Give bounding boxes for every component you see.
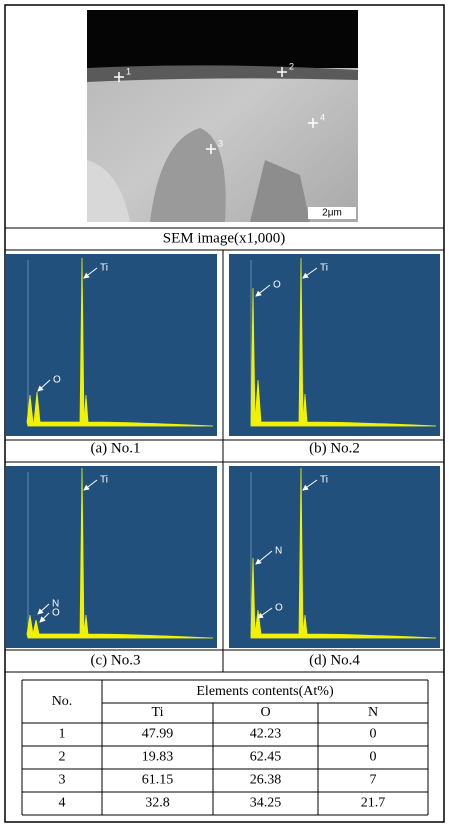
- spectrum-plot: [229, 466, 440, 648]
- peak-arrow: [39, 612, 50, 623]
- peak-label: Ti: [100, 263, 108, 274]
- peak-label: O: [275, 603, 283, 614]
- spectrum-caption: (a) No.1: [91, 440, 141, 456]
- sem-caption: SEM image(x1,000): [163, 230, 285, 246]
- table-subheader: O: [260, 705, 270, 720]
- table-cell: 26.38: [250, 773, 282, 788]
- peak-label: Ti: [320, 263, 328, 274]
- marker-cross: [277, 67, 287, 77]
- marker-label: 1: [126, 66, 131, 76]
- spectrum-trace: [26, 257, 214, 427]
- table-cell: 19.83: [142, 750, 174, 765]
- scale-bar: 2μm: [322, 208, 342, 219]
- table-cell: 7: [370, 773, 377, 788]
- table-cell: 61.15: [142, 773, 174, 788]
- peak-label: O: [273, 280, 281, 291]
- spectrum-trace: [250, 257, 437, 427]
- marker-label: 4: [320, 112, 325, 122]
- peak-label: Ti: [320, 475, 328, 486]
- spectrum-plot: [229, 254, 440, 436]
- table-cell: 42.23: [250, 727, 282, 742]
- peak-arrow: [37, 603, 50, 615]
- outer-border: [4, 4, 445, 823]
- peak-label: O: [53, 375, 61, 386]
- table-cell: 62.45: [250, 750, 282, 765]
- table-cell: 2: [59, 750, 66, 765]
- table-cell: 47.99: [142, 727, 174, 742]
- peak-label: N: [52, 599, 59, 610]
- spectrum-caption: (c) No.3: [91, 652, 141, 668]
- table-header: Elements contents(At%): [196, 684, 334, 699]
- spectrum-plot: [6, 466, 217, 648]
- table-cell: 1: [59, 727, 66, 742]
- peak-arrow: [83, 267, 98, 279]
- spectrum-plot: [6, 254, 217, 436]
- table-cell: 4: [59, 796, 66, 811]
- peak-arrow: [302, 267, 318, 279]
- marker-label: 2: [289, 61, 294, 71]
- spectrum-caption: (d) No.4: [309, 652, 360, 668]
- peak-arrow: [302, 479, 318, 491]
- marker-cross: [114, 72, 124, 82]
- peak-arrow: [37, 379, 51, 392]
- peak-arrow: [255, 284, 271, 297]
- spectrum-caption: (b) No.2: [309, 440, 360, 456]
- sem-image: [87, 10, 358, 222]
- table-subheader: Ti: [152, 705, 164, 720]
- peak-label: Ti: [100, 475, 108, 486]
- table-cell: 0: [370, 750, 377, 765]
- marker-label: 3: [218, 138, 223, 148]
- table-cell: 21.7: [361, 796, 386, 811]
- marker-cross: [308, 118, 318, 128]
- peak-arrow: [255, 550, 273, 565]
- peak-label: O: [52, 608, 60, 619]
- table-subheader: N: [368, 705, 378, 720]
- marker-cross: [206, 144, 216, 154]
- table-cell: 32.8: [145, 796, 170, 811]
- peak-label: N: [275, 546, 282, 557]
- table-cell: 34.25: [250, 796, 282, 811]
- spectrum-trace: [26, 467, 214, 639]
- peak-arrow: [83, 479, 98, 491]
- table-cell: 3: [59, 773, 66, 788]
- table-header: No.: [52, 694, 73, 709]
- table-cell: 0: [370, 727, 377, 742]
- peak-arrow: [257, 607, 273, 619]
